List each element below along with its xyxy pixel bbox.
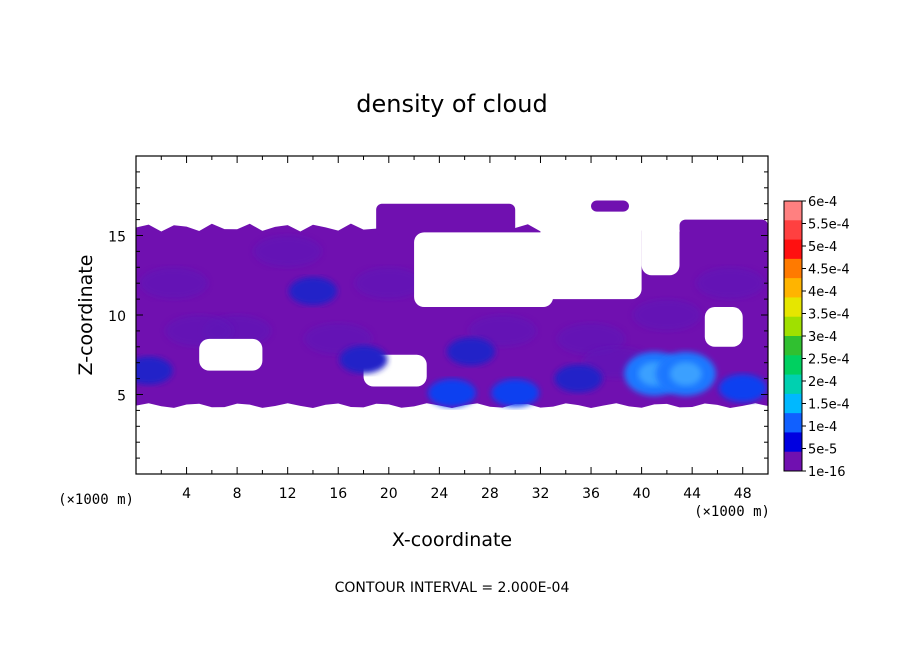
colorbar-label: 5e-4 <box>808 240 837 255</box>
cloud-extension <box>376 203 516 236</box>
clear-air-gap <box>641 203 680 276</box>
x-axis-ticks: 4 8 12 16 20 24 28 32 36 40 44 48 <box>160 156 752 502</box>
x-tick-label: 24 <box>430 486 448 502</box>
density-core <box>491 378 540 407</box>
colorbar-swatch <box>784 278 802 298</box>
cloud-mottle <box>557 322 626 355</box>
colorbar-swatch <box>784 220 802 241</box>
cloud-mottle <box>632 299 701 331</box>
clear-air-gap <box>414 232 554 308</box>
y-axis-label: Z-coordinate <box>75 255 97 376</box>
density-core-inner <box>669 361 702 386</box>
colorbar-label: 5e-5 <box>808 443 837 458</box>
y-tick-label: 15 <box>108 230 126 246</box>
colorbar-label: 2.5e-4 <box>808 353 850 368</box>
density-core <box>446 337 495 366</box>
x-tick-label: 20 <box>380 486 398 502</box>
x-tick-label: 40 <box>633 486 651 502</box>
y-axis-ticks: 5 10 15 <box>108 171 768 459</box>
colorbar-swatch <box>784 258 802 279</box>
density-core <box>288 277 337 306</box>
colorbar-swatch <box>784 297 802 318</box>
colorbar-swatch <box>784 451 802 472</box>
colorbar-swatch <box>784 393 802 414</box>
cloud-extension <box>679 219 768 236</box>
cloud-mottle <box>468 314 537 347</box>
cloud-extension <box>591 200 629 212</box>
colorbar-swatch <box>784 374 802 395</box>
clear-air-gap <box>704 307 743 347</box>
x-tick-label: 12 <box>279 486 297 502</box>
colorbar-label: 3.5e-4 <box>808 308 850 323</box>
colorbar-swatch <box>784 432 802 453</box>
colorbar-swatch <box>784 355 802 376</box>
colorbar-label: 1.5e-4 <box>808 398 850 413</box>
colorbar-swatch <box>784 201 802 221</box>
contour-interval-note: CONTOUR INTERVAL = 2.000E-04 <box>335 580 570 596</box>
colorbar-swatch <box>784 316 802 337</box>
chart-title: density of cloud <box>356 90 547 118</box>
colorbar-label: 3e-4 <box>808 330 837 345</box>
colorbar-label: 4e-4 <box>808 285 837 300</box>
clear-air-gap <box>199 338 263 371</box>
density-core <box>554 364 603 393</box>
x-tick-label: 32 <box>532 486 550 502</box>
x-tick-label: 8 <box>233 486 242 502</box>
density-core <box>718 374 767 403</box>
density-core <box>136 356 173 385</box>
x-tick-label: 28 <box>481 486 499 502</box>
colorbar: 6e-4 5.5e-4 5e-4 4.5e-4 4e-4 3.5e-4 3e-4 2.5e-4… <box>783 195 850 480</box>
colorbar-label: 6e-4 <box>808 195 837 210</box>
cloud-mottle <box>354 267 423 300</box>
colorbar-swatch <box>784 336 802 356</box>
clear-air-gap <box>540 219 642 300</box>
x-axis-label: X-coordinate <box>392 529 512 551</box>
colorbar-label: 1e-16 <box>808 465 846 480</box>
colorbar-swatch <box>784 413 802 433</box>
x-unit-left: (×1000 m) <box>58 492 134 508</box>
x-tick-label: 16 <box>329 486 347 502</box>
cloud-density-field <box>136 200 768 409</box>
colorbar-swatch <box>784 239 802 260</box>
density-core <box>428 378 476 407</box>
colorbar-label: 4.5e-4 <box>808 263 850 278</box>
cloud-mottle <box>139 267 208 300</box>
cloud-mottle <box>253 235 322 268</box>
x-tick-label: 4 <box>182 486 191 502</box>
cloud-mottle <box>696 267 765 300</box>
x-tick-label: 44 <box>683 486 701 502</box>
x-tick-label: 48 <box>734 486 752 502</box>
x-unit-right: (×1000 m) <box>694 504 770 520</box>
colorbar-label: 2e-4 <box>808 375 837 390</box>
colorbar-label: 1e-4 <box>808 420 837 435</box>
colorbar-label: 5.5e-4 <box>808 218 850 233</box>
x-tick-label: 36 <box>582 486 600 502</box>
y-tick-label: 10 <box>108 309 126 325</box>
y-tick-label: 5 <box>117 389 126 405</box>
density-core <box>339 345 388 374</box>
